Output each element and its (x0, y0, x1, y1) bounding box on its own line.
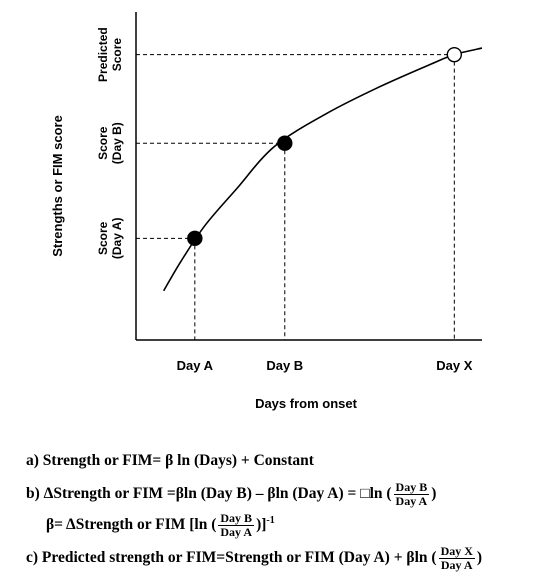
fraction-numerator: Day X (438, 544, 475, 559)
equation-a-text: a) Strength or FIM= β ln (Days) + Consta… (26, 452, 314, 469)
data-points (187, 46, 463, 247)
equation-c-fraction: Day X Day A (438, 544, 475, 572)
y-tick-labels: Score (Day A)Score (Day B)Predicted Score (96, 27, 124, 259)
equation-beta-fraction: Day B Day A (218, 511, 255, 539)
x-tick-label: Day X (436, 358, 472, 373)
y-tick-label-line2: (Day A) (110, 218, 124, 260)
y-axis-label: Strengths or FIM score (50, 115, 65, 257)
y-tick-label-line2: Score (110, 38, 124, 72)
equation-b-fraction: Day B Day A (393, 480, 430, 508)
x-tick-labels: Day A Day B Day X (177, 358, 473, 373)
chart-svg: Day A Day B Day X Score (Day A)Score (Day B)… (50, 12, 483, 411)
data-point-1 (187, 230, 203, 247)
x-tick-label: Day A (177, 358, 214, 373)
y-tick-label-line2: (Day B) (110, 122, 124, 164)
equation-c-left: c) Predicted strength or FIM=Strength or… (26, 549, 437, 567)
equation-c: c) Predicted strength or FIM=Strength or… (26, 545, 482, 572)
equation-b-right: ) (431, 485, 437, 503)
equation-beta: β= ΔStrength or FIM [ln (Day B Day A)]-1 (46, 512, 275, 539)
data-point-2 (277, 135, 293, 151)
equation-beta-right: )] (256, 516, 267, 534)
y-tick-label-line1: Predicted (96, 27, 110, 82)
fraction-denominator: Day A (395, 494, 428, 508)
series-line (162, 47, 483, 292)
fraction-denominator: Day A (440, 558, 473, 572)
equation-beta-exponent: -1 (266, 514, 275, 526)
equation-b: b) ΔStrength or FIM =βln (Day B) – βln (… (26, 481, 436, 508)
equation-c-right: ) (476, 549, 483, 567)
fraction-denominator: Day A (220, 525, 253, 539)
equation-beta-left: β= ΔStrength or FIM [ln ( (46, 516, 217, 534)
dashed-guide-lines (136, 54, 455, 340)
fraction-numerator: Day B (393, 480, 430, 495)
equation-a: a) Strength or FIM= β ln (Days) + Consta… (26, 452, 314, 470)
x-axis-label: Days from onset (255, 396, 358, 411)
y-tick-label: Predicted Score (96, 27, 124, 82)
y-tick-label-line1: Score (96, 221, 110, 255)
equation-b-left: b) ΔStrength or FIM =βln (Day B) – βln (… (26, 485, 392, 503)
x-tick-label: Day B (266, 358, 303, 373)
predicted-point (446, 46, 463, 63)
y-tick-label: Score (Day B) (96, 122, 124, 164)
y-tick-label: Score (Day A) (96, 218, 124, 260)
fraction-numerator: Day B (218, 511, 255, 526)
y-tick-label-line1: Score (96, 126, 110, 160)
